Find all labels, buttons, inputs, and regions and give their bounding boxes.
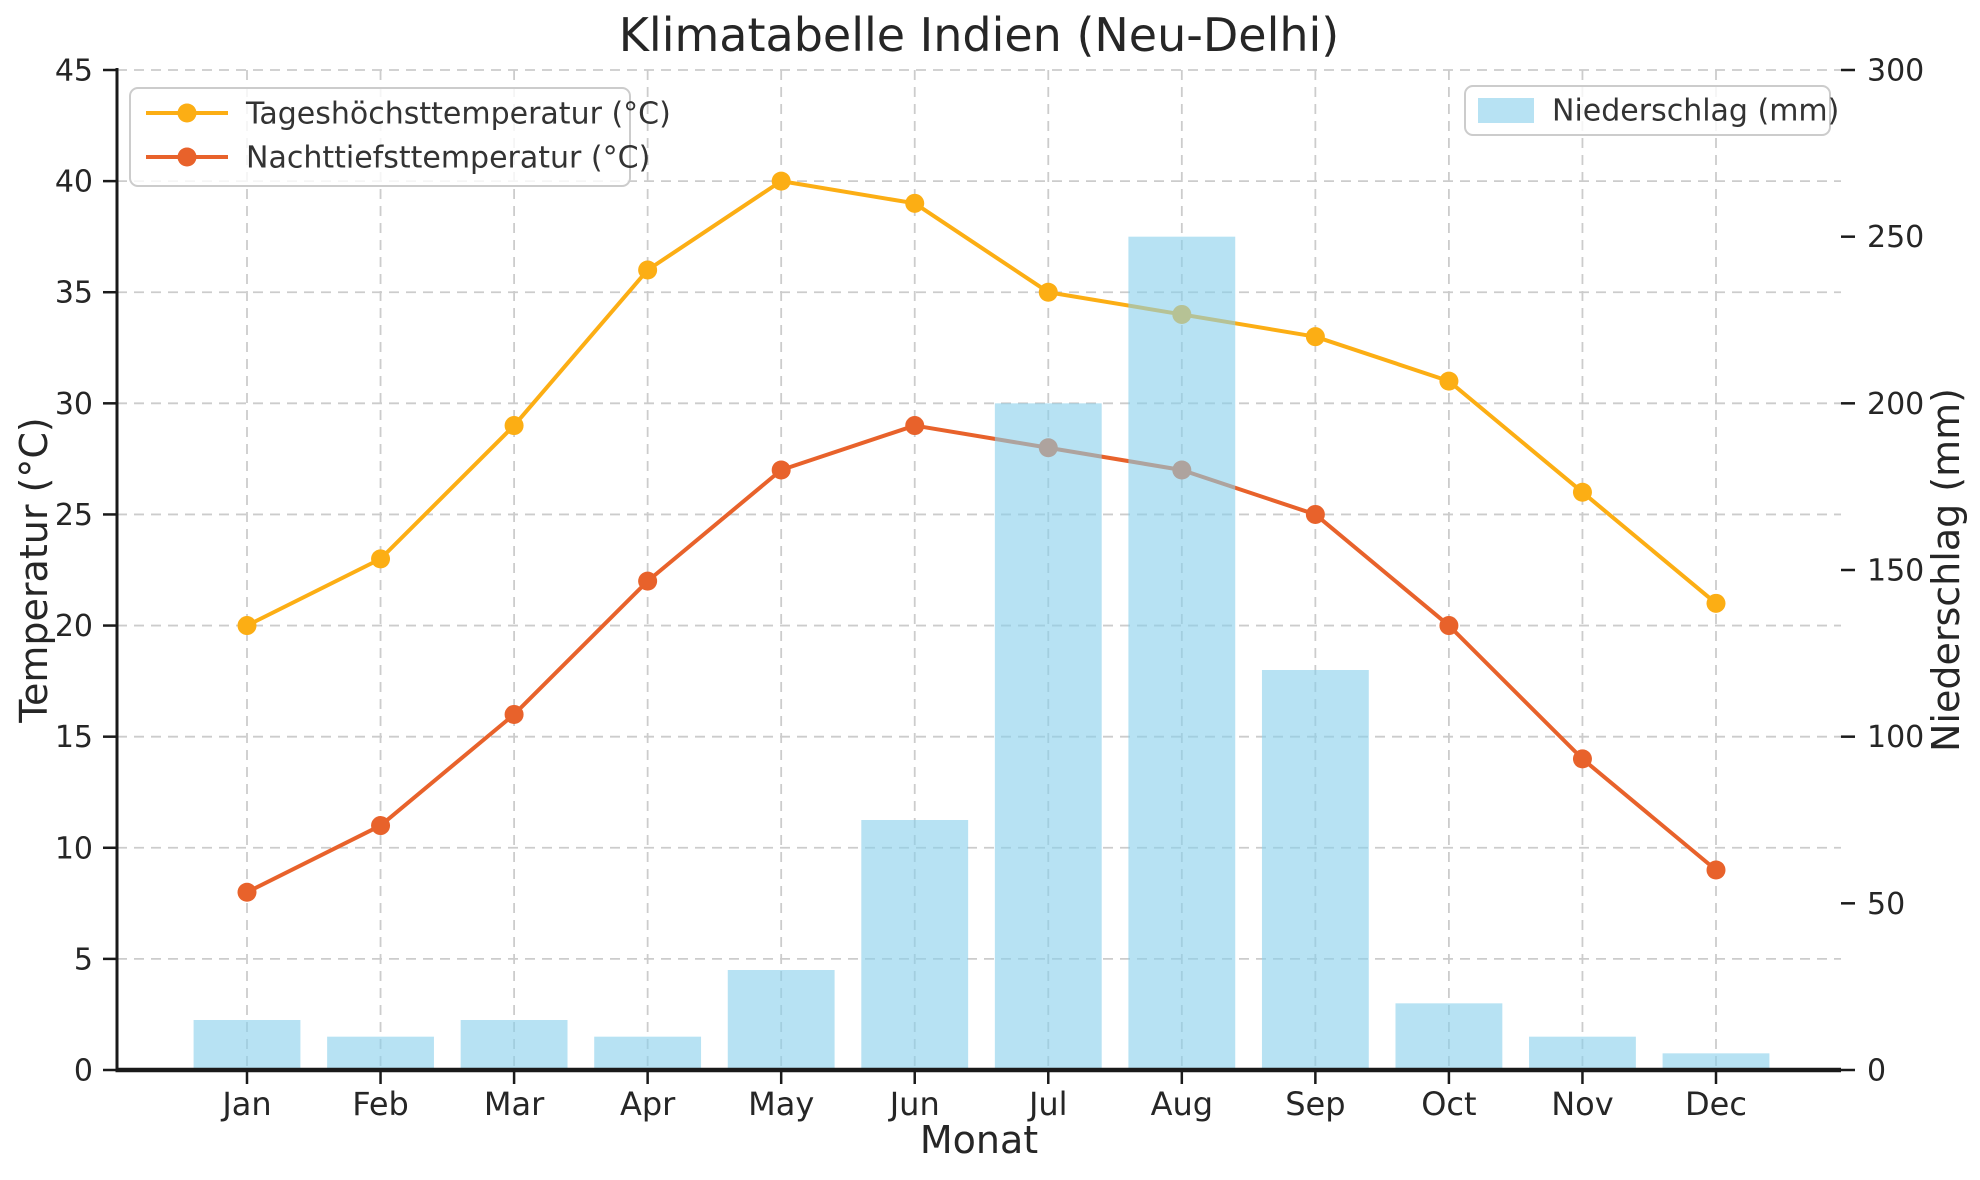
marker-night-temp-may [771, 460, 791, 480]
bar-oct [1395, 1003, 1503, 1070]
marker-night-temp-sep [1305, 504, 1325, 524]
y-left-tick-label: 20 [55, 609, 93, 644]
x-tick-label-jul: Jul [1027, 1085, 1068, 1123]
marker-night-temp-dec [1706, 860, 1726, 880]
x-tick-label-oct: Oct [1421, 1085, 1476, 1123]
marker-day-temp-may [771, 171, 791, 191]
precipitation-legend-box [1464, 85, 1831, 136]
y-left-tick-label: 30 [55, 387, 93, 422]
marker-day-temp-mar [504, 416, 524, 436]
day-temp-line [246, 179, 1718, 628]
legend-bar-sample [1478, 98, 1534, 123]
x-tick-label-feb: Feb [352, 1085, 409, 1123]
marker-day-temp-jun [905, 193, 925, 213]
night-temp-line [246, 423, 1718, 895]
bar-jan [193, 1020, 301, 1070]
marker-night-temp-jun [905, 416, 925, 436]
x-tick-label-jun: Jun [888, 1085, 940, 1123]
y-right-tick-label: 250 [1867, 220, 1924, 255]
x-tick-label-jan: Jan [220, 1085, 271, 1123]
bar-dec [1662, 1053, 1770, 1070]
marker-day-temp-nov [1572, 482, 1592, 502]
bar-apr [594, 1036, 702, 1070]
x-tick-label-may: May [748, 1085, 814, 1123]
y-left-tick-label: 5 [74, 942, 93, 977]
marker-night-temp-jan [237, 882, 257, 902]
temperature-legend-box [129, 87, 631, 187]
marker-night-temp-oct [1439, 616, 1459, 636]
x-axis-label: Monat [919, 1118, 1039, 1162]
y-left-tick-label: 10 [55, 831, 93, 866]
marker-day-temp-jan [237, 616, 257, 636]
marker-night-temp-mar [504, 704, 524, 724]
temperature-legend: Tageshöchsttemperatur (°C) Nachttiefsttem… [129, 87, 671, 187]
y-axis-label-left: Temperatur (°C) [12, 417, 56, 723]
y-left-tick-label: 40 [55, 165, 93, 200]
y-left-tick-label: 0 [74, 1054, 93, 1089]
x-tick-label-mar: Mar [484, 1085, 545, 1123]
tick-marks-and-labels: 0 5 10 15 20 25 30 35 40 45 0 50 100 150 200 250 300 Jan F… [55, 54, 1924, 1124]
y-right-tick-label: 50 [1867, 887, 1905, 922]
y-right-tick-label: 200 [1867, 387, 1924, 422]
precipitation-legend: Niederschlag (mm) [1464, 85, 1839, 136]
y-left-tick-label: 45 [55, 54, 93, 89]
y-right-tick-label: 0 [1867, 1054, 1886, 1089]
x-tick-label-aug: Aug [1151, 1085, 1213, 1123]
precip-bars [193, 236, 1770, 1070]
y-right-tick-label: 150 [1867, 554, 1924, 589]
bar-feb [327, 1036, 434, 1070]
marker-day-temp-jul [1038, 282, 1058, 302]
y-right-tick-label: 300 [1867, 54, 1924, 89]
marker-day-temp-dec [1706, 593, 1726, 613]
legend-marker-sample [177, 147, 197, 167]
bar-may [727, 970, 835, 1070]
x-tick-label-apr: Apr [620, 1085, 676, 1123]
y-axis-label-right: Niederschlag (mm) [1924, 388, 1968, 752]
gridlines [117, 69, 1841, 1070]
y-left-tick-label: 15 [55, 720, 93, 755]
bar-aug [1128, 236, 1236, 1070]
legend-label-precip: Niederschlag (mm) [1552, 94, 1839, 129]
marker-day-temp-oct [1439, 371, 1459, 391]
chart-title: Klimatabelle Indien (Neu-Delhi) [618, 8, 1340, 62]
night-temp-series [237, 416, 1726, 902]
marker-night-temp-nov [1572, 749, 1592, 769]
y-left-tick-label: 35 [55, 276, 93, 311]
marker-day-temp-feb [371, 549, 391, 569]
x-tick-label-sep: Sep [1285, 1085, 1345, 1123]
legend-label-day-temp: Tageshöchsttemperatur (°C) [245, 97, 671, 132]
y-right-tick-label: 100 [1867, 720, 1924, 755]
bar-jun [861, 820, 969, 1070]
x-tick-label-dec: Dec [1685, 1085, 1747, 1123]
bar-jul [994, 403, 1102, 1070]
y-left-tick-label: 25 [55, 498, 93, 533]
legend-label-night-temp: Nachttiefsttemperatur (°C) [246, 141, 650, 176]
marker-night-temp-feb [371, 816, 391, 836]
marker-day-temp-apr [638, 260, 658, 280]
axes-spines [115, 68, 1841, 1073]
legend-marker-sample [177, 103, 197, 123]
bar-nov [1529, 1036, 1636, 1070]
bar-mar [460, 1020, 568, 1070]
bar-sep [1261, 670, 1369, 1070]
marker-night-temp-apr [638, 571, 658, 591]
marker-day-temp-sep [1305, 327, 1325, 347]
x-tick-label-nov: Nov [1551, 1085, 1613, 1123]
